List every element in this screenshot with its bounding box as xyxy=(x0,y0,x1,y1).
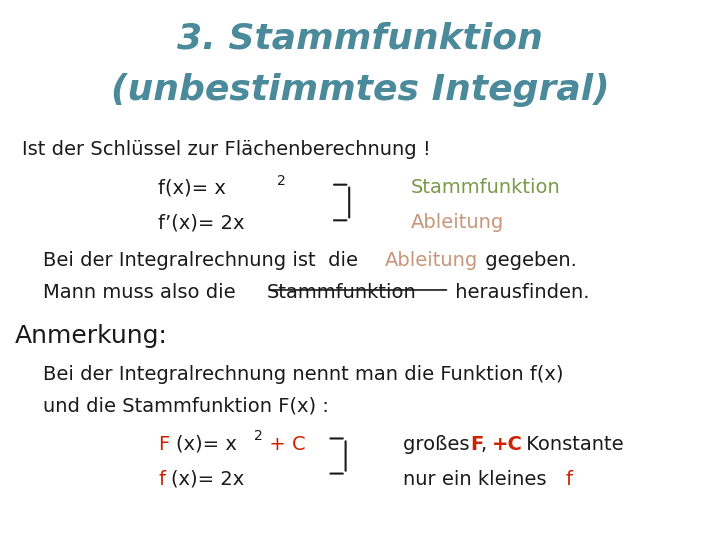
Text: f’(x)= 2x: f’(x)= 2x xyxy=(158,213,245,232)
Text: (x)= x: (x)= x xyxy=(176,435,238,454)
Text: F: F xyxy=(470,435,483,454)
Text: nur ein kleines: nur ein kleines xyxy=(403,470,553,489)
Text: + C: + C xyxy=(263,435,305,454)
Text: F: F xyxy=(158,435,170,454)
Text: Ist der Schlüssel zur Flächenberechnung !: Ist der Schlüssel zur Flächenberechnung … xyxy=(22,140,431,159)
Text: Mann muss also die: Mann muss also die xyxy=(43,284,242,302)
Text: Konstante: Konstante xyxy=(520,435,624,454)
Text: f(x)= x: f(x)= x xyxy=(158,178,226,197)
Text: 2: 2 xyxy=(254,429,263,443)
Text: Ableitung: Ableitung xyxy=(410,213,504,232)
Text: 2: 2 xyxy=(277,174,286,188)
Text: ,: , xyxy=(481,435,493,454)
Text: Bei der Integralrechnung nennt man die Funktion f(x): Bei der Integralrechnung nennt man die F… xyxy=(43,364,564,383)
Text: f: f xyxy=(158,470,166,489)
Text: Stammfunktion: Stammfunktion xyxy=(266,284,416,302)
Text: und die Stammfunktion F(x) :: und die Stammfunktion F(x) : xyxy=(43,397,329,416)
Text: (x)= 2x: (x)= 2x xyxy=(171,470,245,489)
Text: 3. Stammfunktion: 3. Stammfunktion xyxy=(177,22,543,56)
Text: Ableitung: Ableitung xyxy=(385,251,479,270)
Text: Stammfunktion: Stammfunktion xyxy=(410,178,560,197)
Text: f: f xyxy=(565,470,572,489)
Text: +C: +C xyxy=(492,435,523,454)
Text: großes: großes xyxy=(403,435,476,454)
Text: gegeben.: gegeben. xyxy=(479,251,577,270)
Text: Bei der Integralrechnung ist  die: Bei der Integralrechnung ist die xyxy=(43,251,364,270)
Text: Anmerkung:: Anmerkung: xyxy=(14,324,167,348)
Text: herausfinden.: herausfinden. xyxy=(449,284,590,302)
Text: (unbestimmtes Integral): (unbestimmtes Integral) xyxy=(111,73,609,107)
